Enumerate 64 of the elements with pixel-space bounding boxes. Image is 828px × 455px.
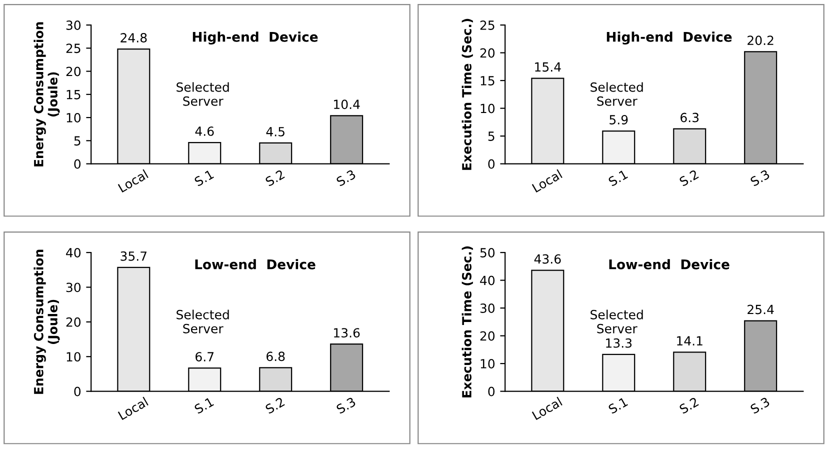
y-tick-label: 30 <box>480 304 495 313</box>
x-tick-label: S.3 <box>750 169 770 187</box>
y-axis-title: Energy Consumption (Joule) <box>34 22 60 166</box>
y-tick-label: 30 <box>66 282 81 292</box>
y-tick-label: 10 <box>66 113 81 122</box>
data-label: 24.8 <box>120 33 147 42</box>
x-tick-label: S.2 <box>678 396 699 414</box>
data-label: 6.8 <box>266 352 285 362</box>
y-tick-label: 5 <box>74 136 80 146</box>
x-tick-label: S.3 <box>750 396 770 414</box>
y-tick-label: 30 <box>66 20 81 30</box>
data-label: 35.7 <box>120 251 147 261</box>
data-label: 14.1 <box>677 336 702 346</box>
data-label: 13.6 <box>334 328 360 338</box>
y-tick-label: 40 <box>480 276 495 286</box>
y-tick-label: 10 <box>480 104 495 114</box>
chart-title: Low-end Device <box>195 259 316 270</box>
data-label: 5.9 <box>610 115 628 124</box>
x-tick-label: S.2 <box>264 169 285 187</box>
x-tick-label: S.2 <box>678 169 699 187</box>
y-tick-label: 50 <box>480 248 495 258</box>
chart-title: Low-end Device <box>609 259 730 270</box>
y-tick-label: 40 <box>66 248 81 258</box>
y-tick-label: 5 <box>488 132 494 141</box>
data-label: 20.2 <box>748 36 774 46</box>
y-tick-label: 10 <box>480 359 495 368</box>
annotation: Selected Server <box>590 82 643 106</box>
data-label: 4.5 <box>266 127 284 136</box>
y-tick-label: 20 <box>66 317 81 327</box>
annotation: Selected Server <box>176 82 229 106</box>
y-tick-label: 15 <box>480 76 494 86</box>
data-label: 25.4 <box>748 304 774 314</box>
x-tick-label: S.1 <box>194 396 214 414</box>
data-label: 4.6 <box>195 126 214 136</box>
y-axis-title: Execution Time (Sec.) <box>462 18 473 170</box>
data-label: 15.4 <box>535 62 561 72</box>
y-tick-label: 20 <box>480 331 495 341</box>
y-tick-label: 20 <box>480 48 495 58</box>
data-label: 13.3 <box>606 338 632 348</box>
data-label: 10.4 <box>334 100 360 110</box>
y-tick-label: 0 <box>74 159 81 169</box>
y-axis-title: Energy Consumption (Joule) <box>34 250 60 394</box>
y-axis-title: Execution Time (Sec.) <box>462 246 473 398</box>
x-tick-label: S.1 <box>608 396 628 414</box>
y-tick-label: 0 <box>488 159 495 169</box>
annotation: Selected Server <box>590 310 643 334</box>
x-tick-label: S.3 <box>336 169 356 187</box>
x-tick-label: S.1 <box>608 169 628 187</box>
chart-title: High-end Device <box>606 32 732 45</box>
annotation: Selected Server <box>176 310 229 334</box>
chart-title: High-end Device <box>192 32 318 45</box>
x-tick-label: S.1 <box>194 169 214 187</box>
y-tick-label: 15 <box>66 90 80 100</box>
y-tick-label: 25 <box>66 44 80 54</box>
y-tick-label: 10 <box>66 352 81 362</box>
x-tick-label: S.3 <box>336 396 356 414</box>
y-tick-label: 20 <box>66 66 81 76</box>
data-label: 6.7 <box>196 352 214 362</box>
y-tick-label: 0 <box>488 386 495 396</box>
y-tick-label: 0 <box>74 386 81 396</box>
x-tick-label: S.2 <box>264 396 285 414</box>
data-label: 43.6 <box>534 254 561 264</box>
y-tick-label: 25 <box>480 20 494 30</box>
data-label: 6.3 <box>680 112 699 122</box>
